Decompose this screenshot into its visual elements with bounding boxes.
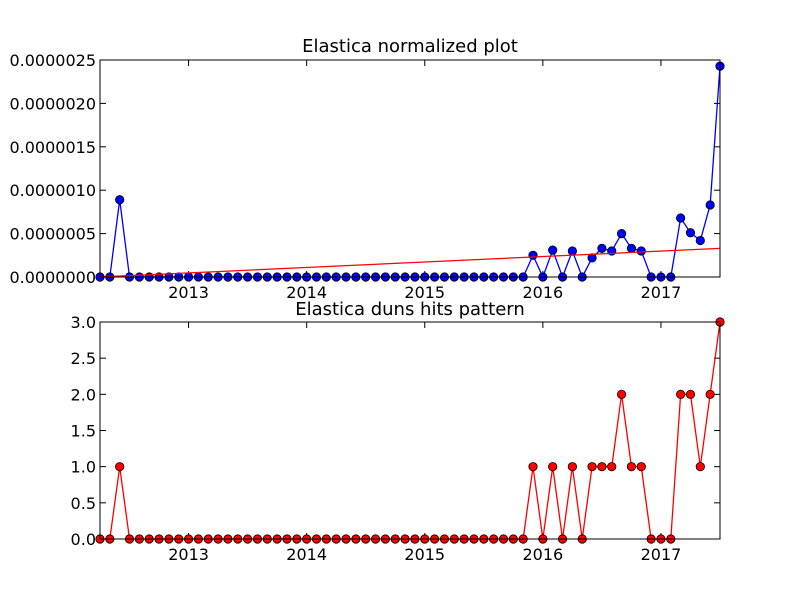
data-point — [685, 389, 696, 399]
data-point — [115, 195, 125, 205]
data-point — [567, 462, 577, 472]
y-tick-label: 2.5 — [71, 349, 96, 368]
data-point — [705, 389, 715, 399]
data-point — [528, 462, 538, 472]
y-tick-label: 0.0000015 — [9, 138, 96, 157]
data-point — [695, 462, 705, 472]
y-tick-label: 0.0000005 — [9, 225, 96, 244]
x-tick-label: 2013 — [168, 283, 209, 302]
data-point — [616, 229, 627, 239]
chart-duns-hits: Elastica duns hits pattern 0.0 0.5 1.0 1.5 2… — [71, 299, 725, 564]
data-point — [695, 235, 705, 246]
y-tick-label: 0.0000010 — [9, 181, 96, 200]
data-point — [685, 228, 696, 238]
trend-line — [99, 247, 721, 278]
data-point — [597, 462, 607, 472]
x-tick-label: 2015 — [404, 545, 445, 564]
data-point — [528, 250, 538, 260]
x-tick-label: 2017 — [641, 545, 682, 564]
data-point — [636, 246, 646, 256]
y-tick-label: 3.0 — [71, 313, 96, 332]
x-tick-label: 2014 — [286, 545, 327, 564]
y-tick-label: 0.0 — [71, 530, 96, 549]
x-tick-label: 2017 — [641, 283, 682, 302]
data-point — [548, 462, 558, 472]
plot-frame — [99, 59, 721, 278]
chart-title: Elastica duns hits pattern — [295, 299, 525, 320]
data-point — [626, 243, 637, 253]
data-point — [676, 213, 686, 223]
data-point — [607, 462, 617, 472]
y-tick-label: 2.0 — [71, 385, 96, 404]
data-point — [626, 462, 637, 472]
data-point — [115, 462, 125, 472]
y-tick-label: 0.0000000 — [9, 268, 96, 287]
chart-title: Elastica normalized plot — [302, 36, 518, 57]
data-point — [587, 462, 597, 472]
x-tick-label: 2013 — [168, 545, 209, 564]
y-tick-label: 1.5 — [71, 422, 96, 441]
data-point — [705, 200, 715, 210]
chart-normalized: Elastica normalized plot 0.0000000 0.0000… — [9, 36, 725, 302]
data-point — [567, 246, 577, 256]
y-tick-label: 0.0000020 — [9, 94, 96, 113]
x-tick-label: 2015 — [404, 283, 445, 302]
data-point — [597, 243, 607, 253]
data-point — [676, 389, 686, 399]
series-line — [100, 66, 721, 279]
data-point — [548, 245, 558, 255]
y-tick-label: 0.0000025 — [9, 51, 96, 70]
data-point — [636, 462, 646, 472]
x-tick-label: 2016 — [522, 283, 563, 302]
x-tick-label: 2016 — [522, 545, 563, 564]
y-tick-label: 0.5 — [71, 494, 96, 513]
plot-frame — [99, 321, 721, 540]
y-tick-label: 1.0 — [71, 458, 96, 477]
series-line — [100, 321, 721, 540]
data-point — [616, 389, 627, 399]
x-tick-label: 2014 — [286, 283, 327, 302]
